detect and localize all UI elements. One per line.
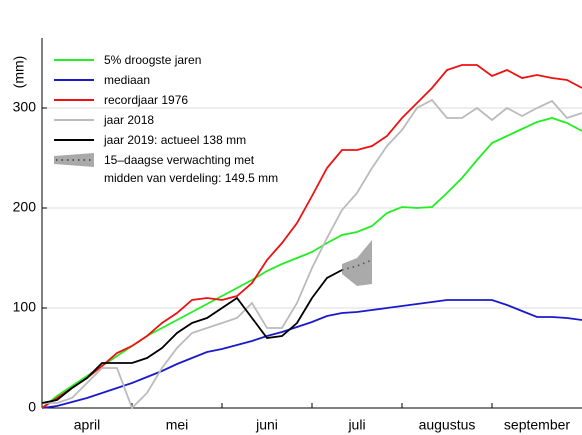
legend-label: mediaan [104,73,151,87]
legend-item: recordjaar 1976 [52,90,278,110]
legend-item: jaar 2018 [52,110,278,130]
series-line [41,269,343,404]
series-line [42,98,582,410]
legend-swatch [54,59,94,61]
x-tick-label: april [74,417,100,433]
y-tick-label: 300 [13,99,37,115]
legend-label: jaar 2019: actueel 138 mm [104,133,247,147]
legend-label: 5% droogste jaren [104,53,202,67]
series-line [41,64,582,409]
legend-label: recordjaar 1976 [104,93,189,107]
legend-item: 15–daagse verwachting met midden van ver… [52,150,278,187]
legend-swatch [54,79,94,81]
y-tick-label: 0 [28,399,36,415]
x-tick-label: mei [166,417,189,433]
series-line [41,299,582,409]
legend-label: 15–daagse verwachting met midden van ver… [104,153,279,185]
legend-swatch [54,99,94,101]
y-tick-label: 200 [13,199,37,215]
x-tick-label: september [504,417,570,433]
legend-item: jaar 2019: actueel 138 mm [52,130,278,150]
legend-label: jaar 2018 [104,113,155,127]
x-tick-label: juli [347,417,365,433]
legend: 5% droogste jaren mediaan recordjaar 1976 j… [52,50,278,187]
y-tick-label: 100 [13,299,37,315]
y-axis-label: (mm) [11,56,27,89]
legend-item: mediaan [52,70,278,90]
legend-swatch [54,153,94,167]
x-tick-label: juni [255,417,278,433]
x-tick-label: augustus [419,417,476,433]
legend-swatch [54,139,94,141]
legend-swatch [54,119,94,121]
legend-item: 5% droogste jaren [52,50,278,70]
forecast-band [342,240,372,286]
